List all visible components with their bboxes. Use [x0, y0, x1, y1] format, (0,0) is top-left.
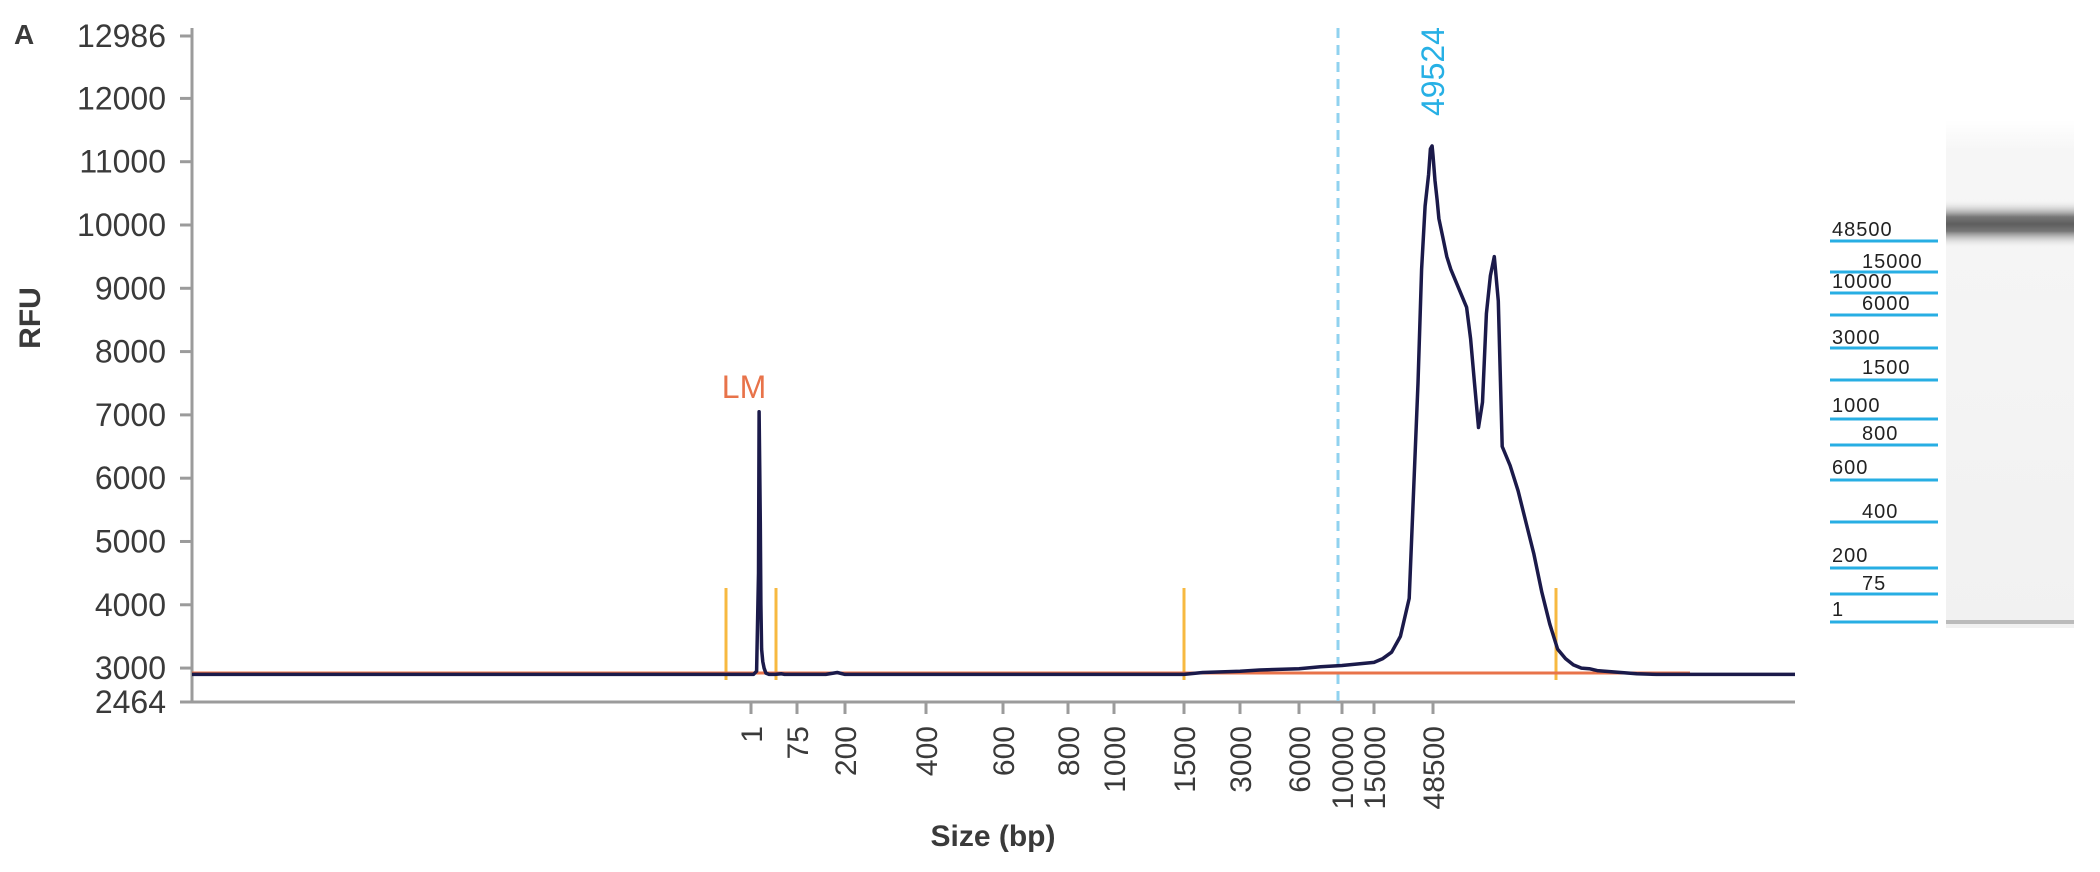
x-tick-label: 400: [911, 726, 944, 776]
y-tick-label: 9000: [95, 270, 166, 306]
ladder-label: 1: [1832, 599, 1844, 621]
panel-label: A: [14, 19, 34, 50]
x-tick-label: 6000: [1284, 726, 1317, 793]
ladder-label: 6000: [1862, 293, 1911, 315]
x-tick-label: 1500: [1169, 726, 1202, 793]
ladder-label: 1000: [1832, 395, 1881, 417]
ladder-label: 200: [1832, 545, 1868, 567]
y-tick-label: 7000: [95, 397, 166, 433]
ladder-label: 400: [1862, 501, 1898, 523]
y-tick-label: 2464: [95, 684, 166, 720]
ladder-label: 10000: [1832, 271, 1893, 293]
y-tick-label: 12000: [77, 80, 166, 116]
lower-marker-label: LM: [722, 369, 766, 405]
gel-marker-band: [1946, 620, 2074, 624]
integration-markers: [724, 588, 1558, 680]
ladder-label: 1500: [1862, 357, 1911, 379]
gel-main-band: [1946, 200, 2074, 248]
x-axis-label: Size (bp): [931, 820, 1056, 853]
y-tick-label: 12986: [77, 18, 166, 54]
gel-lane: [1946, 120, 2074, 628]
ladder-label: 800: [1862, 423, 1898, 445]
y-tick-label: 11000: [79, 144, 166, 180]
y-tick-label: 4000: [95, 587, 166, 623]
peak-size-label: 49524: [1415, 27, 1451, 116]
y-axis-label: RFU: [14, 287, 47, 349]
x-tick-label: 200: [830, 726, 863, 776]
ladder-label: 600: [1832, 457, 1868, 479]
x-tick-label: 15000: [1359, 726, 1392, 809]
x-tick-label: 10000: [1327, 726, 1360, 809]
x-tick-label: 600: [988, 726, 1021, 776]
x-tick-label: 3000: [1225, 726, 1258, 793]
x-tick-label: 48500: [1418, 726, 1451, 809]
x-tick-label: 1: [736, 726, 769, 743]
y-tick-label: 6000: [95, 460, 166, 496]
y-tick-label: 10000: [77, 207, 166, 243]
y-tick-label: 3000: [95, 650, 166, 686]
y-tick-label: 5000: [95, 523, 166, 559]
ladder-label: 48500: [1832, 219, 1893, 241]
ladder-label: 3000: [1832, 327, 1881, 349]
ladder-label: 75: [1862, 573, 1886, 595]
x-tick-label: 1000: [1099, 726, 1132, 793]
x-tick-label: 800: [1053, 726, 1086, 776]
y-tick-label: 8000: [95, 334, 166, 370]
x-tick-label: 75: [782, 726, 815, 759]
ladder-label: 15000: [1862, 251, 1923, 273]
gel-lane-background: [1946, 120, 2074, 628]
x-axis: 1 75 200 400 600 800 1000 1500 3000 6000 10000 1500…: [736, 702, 1451, 809]
electropherogram-trace: [192, 144, 1795, 677]
